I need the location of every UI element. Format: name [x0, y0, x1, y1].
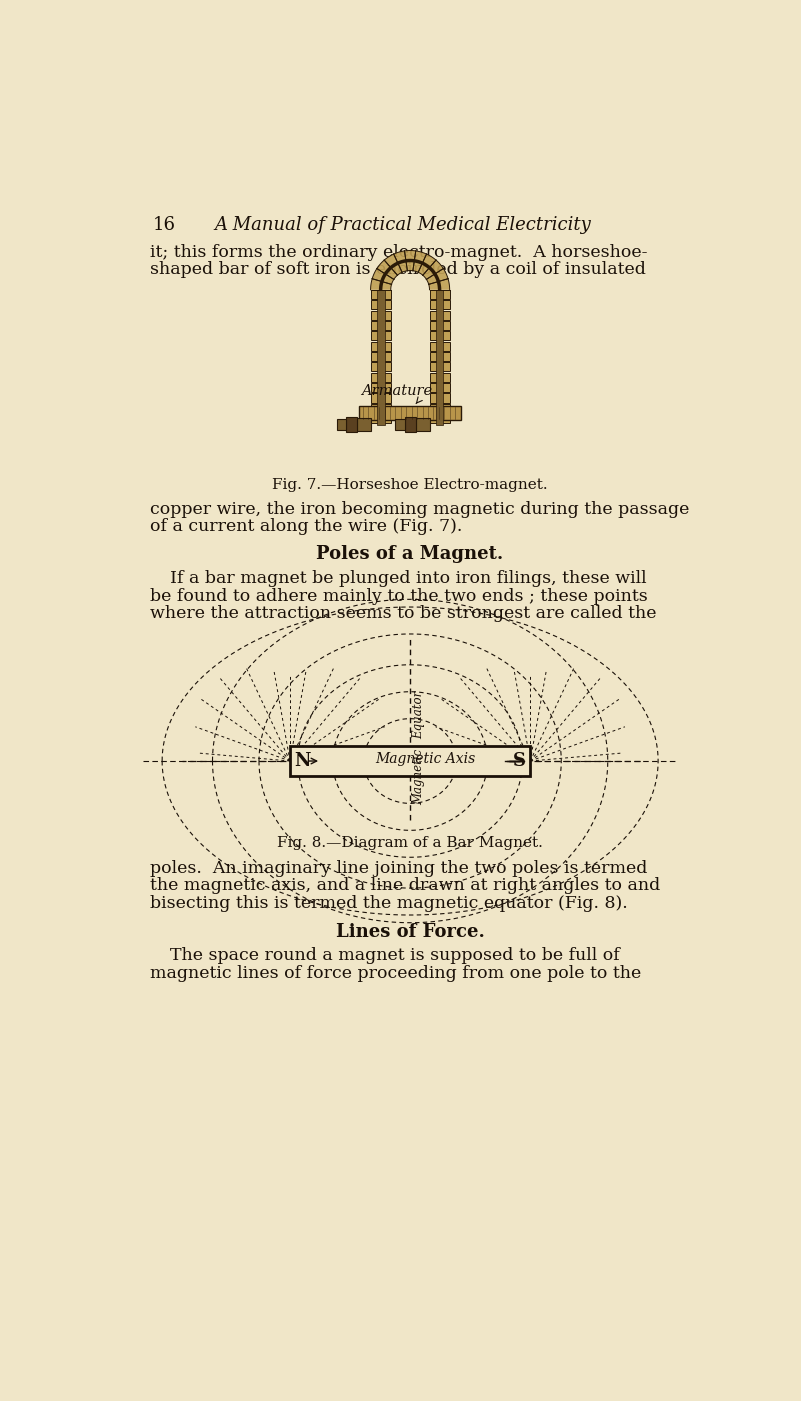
- Bar: [429, 403, 449, 413]
- Bar: [371, 363, 391, 371]
- Text: be found to adhere mainly to the two ends ; these points: be found to adhere mainly to the two end…: [151, 588, 648, 605]
- Text: copper wire, the iron becoming magnetic during the passage: copper wire, the iron becoming magnetic …: [151, 500, 690, 518]
- Polygon shape: [418, 254, 436, 275]
- Bar: [429, 321, 449, 331]
- Bar: [429, 382, 449, 392]
- Bar: [376, 290, 384, 425]
- Text: the magnetic axis, and a line drawn at right angles to and: the magnetic axis, and a line drawn at r…: [151, 877, 661, 894]
- Bar: [371, 331, 391, 340]
- Text: Magnetic Axis: Magnetic Axis: [376, 752, 476, 766]
- Bar: [416, 419, 429, 430]
- Text: 16: 16: [153, 216, 176, 234]
- Text: shaped bar of soft iron is encircled by a coil of insulated: shaped bar of soft iron is encircled by …: [151, 261, 646, 277]
- Bar: [371, 311, 391, 319]
- Bar: [371, 382, 391, 392]
- Text: bisecting this is termed the magnetic equator (Fig. 8).: bisecting this is termed the magnetic eq…: [151, 895, 628, 912]
- Bar: [371, 300, 391, 310]
- Bar: [429, 363, 449, 371]
- Text: Magnetic: Magnetic: [413, 748, 425, 804]
- Polygon shape: [384, 254, 402, 275]
- Bar: [429, 352, 449, 361]
- Text: of a current along the wire (Fig. 7).: of a current along the wire (Fig. 7).: [151, 518, 463, 535]
- Bar: [371, 415, 391, 423]
- Polygon shape: [426, 269, 448, 284]
- Text: N: N: [294, 752, 311, 771]
- Text: If a bar magnet be plunged into iron filings, these will: If a bar magnet be plunged into iron fil…: [170, 570, 646, 587]
- Text: Armature: Armature: [360, 384, 432, 398]
- Polygon shape: [394, 251, 408, 272]
- Polygon shape: [429, 279, 449, 290]
- Bar: [356, 419, 371, 430]
- Polygon shape: [371, 279, 392, 290]
- Bar: [371, 394, 391, 402]
- Bar: [429, 394, 449, 402]
- Text: Lines of Force.: Lines of Force.: [336, 923, 485, 940]
- Bar: [429, 331, 449, 340]
- Bar: [405, 417, 416, 433]
- Bar: [429, 290, 449, 298]
- Polygon shape: [372, 269, 394, 284]
- Bar: [371, 342, 391, 350]
- Bar: [429, 373, 449, 382]
- Bar: [371, 290, 391, 298]
- Bar: [429, 415, 449, 423]
- Polygon shape: [413, 251, 427, 272]
- Bar: [429, 342, 449, 350]
- Bar: [371, 403, 391, 413]
- Text: S: S: [513, 752, 526, 771]
- Polygon shape: [377, 261, 397, 279]
- Bar: [290, 747, 530, 776]
- Bar: [346, 417, 356, 433]
- Bar: [371, 373, 391, 382]
- Bar: [371, 321, 391, 331]
- Text: magnetic lines of force proceeding from one pole to the: magnetic lines of force proceeding from …: [151, 965, 642, 982]
- Text: The space round a magnet is supposed to be full of: The space round a magnet is supposed to …: [170, 947, 620, 964]
- Text: A Manual of Practical Medical Electricity: A Manual of Practical Medical Electricit…: [215, 216, 592, 234]
- Bar: [429, 311, 449, 319]
- Text: it; this forms the ordinary electro-magnet.  A horseshoe-: it; this forms the ordinary electro-magn…: [151, 244, 648, 261]
- Bar: [429, 300, 449, 310]
- Text: Poles of a Magnet.: Poles of a Magnet.: [316, 545, 504, 563]
- Polygon shape: [405, 251, 416, 270]
- Text: Equator: Equator: [413, 691, 425, 738]
- Polygon shape: [423, 261, 444, 279]
- Text: where the attraction seems to be strongest are called the: where the attraction seems to be stronge…: [151, 605, 657, 622]
- Text: Fig. 8.—Diagram of a Bar Magnet.: Fig. 8.—Diagram of a Bar Magnet.: [277, 836, 543, 850]
- Text: poles.  An imaginary line joining the two poles is termed: poles. An imaginary line joining the two…: [151, 860, 648, 877]
- Text: Fig. 7.—Horseshoe Electro-magnet.: Fig. 7.—Horseshoe Electro-magnet.: [272, 478, 548, 492]
- Bar: [359, 406, 461, 420]
- Bar: [436, 290, 444, 425]
- Bar: [396, 419, 405, 430]
- Bar: [336, 419, 346, 430]
- Bar: [371, 352, 391, 361]
